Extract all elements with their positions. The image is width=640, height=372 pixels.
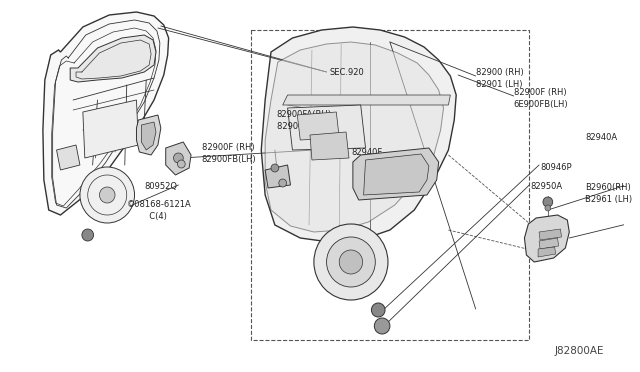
- Polygon shape: [524, 215, 570, 262]
- Text: 80952Q: 80952Q: [144, 182, 177, 191]
- Circle shape: [374, 318, 390, 334]
- Text: B2960(RH): B2960(RH): [585, 183, 630, 192]
- Text: 82900FC (LH): 82900FC (LH): [277, 122, 334, 131]
- Text: J82800AE: J82800AE: [555, 346, 604, 356]
- Polygon shape: [166, 142, 191, 175]
- Circle shape: [271, 164, 279, 172]
- Text: 82950A: 82950A: [531, 182, 563, 191]
- Text: B2961 (LH): B2961 (LH): [585, 195, 632, 204]
- Text: 82900F (RH): 82900F (RH): [514, 88, 566, 97]
- Polygon shape: [141, 122, 156, 150]
- Polygon shape: [539, 238, 559, 249]
- Polygon shape: [43, 12, 169, 215]
- Polygon shape: [283, 95, 451, 105]
- Bar: [252, 30, 529, 340]
- Polygon shape: [265, 42, 444, 232]
- Polygon shape: [70, 35, 156, 82]
- Circle shape: [326, 237, 375, 287]
- Text: SEC.920: SEC.920: [330, 68, 364, 77]
- Circle shape: [279, 179, 287, 187]
- Text: 80946P: 80946P: [540, 163, 572, 172]
- Text: 82940A: 82940A: [585, 133, 617, 142]
- Text: C(4): C(4): [144, 212, 167, 221]
- Text: 82900 (RH): 82900 (RH): [476, 68, 524, 77]
- Text: 6E900FB(LH): 6E900FB(LH): [514, 100, 568, 109]
- Polygon shape: [136, 115, 161, 155]
- Circle shape: [371, 303, 385, 317]
- Circle shape: [82, 229, 93, 241]
- Text: 82940F: 82940F: [351, 148, 382, 157]
- Polygon shape: [287, 105, 365, 150]
- Circle shape: [99, 187, 115, 203]
- Polygon shape: [261, 27, 456, 242]
- Polygon shape: [310, 132, 349, 160]
- Polygon shape: [353, 148, 438, 200]
- Circle shape: [314, 224, 388, 300]
- Text: 82900FB(LH): 82900FB(LH): [202, 155, 257, 164]
- Circle shape: [173, 153, 183, 163]
- Polygon shape: [298, 112, 339, 140]
- Text: ©08168-6121A: ©08168-6121A: [127, 200, 191, 209]
- Text: 82901 (LH): 82901 (LH): [476, 80, 522, 89]
- Polygon shape: [539, 229, 561, 240]
- Circle shape: [80, 167, 134, 223]
- Polygon shape: [83, 100, 138, 158]
- Polygon shape: [265, 165, 291, 188]
- Circle shape: [543, 197, 553, 207]
- Polygon shape: [56, 145, 80, 170]
- Circle shape: [339, 250, 363, 274]
- Circle shape: [177, 160, 185, 168]
- Polygon shape: [364, 154, 429, 195]
- Text: 82900F (RH): 82900F (RH): [202, 143, 255, 152]
- Polygon shape: [538, 247, 556, 257]
- Text: 82900FA(RH): 82900FA(RH): [277, 110, 332, 119]
- Circle shape: [545, 205, 551, 211]
